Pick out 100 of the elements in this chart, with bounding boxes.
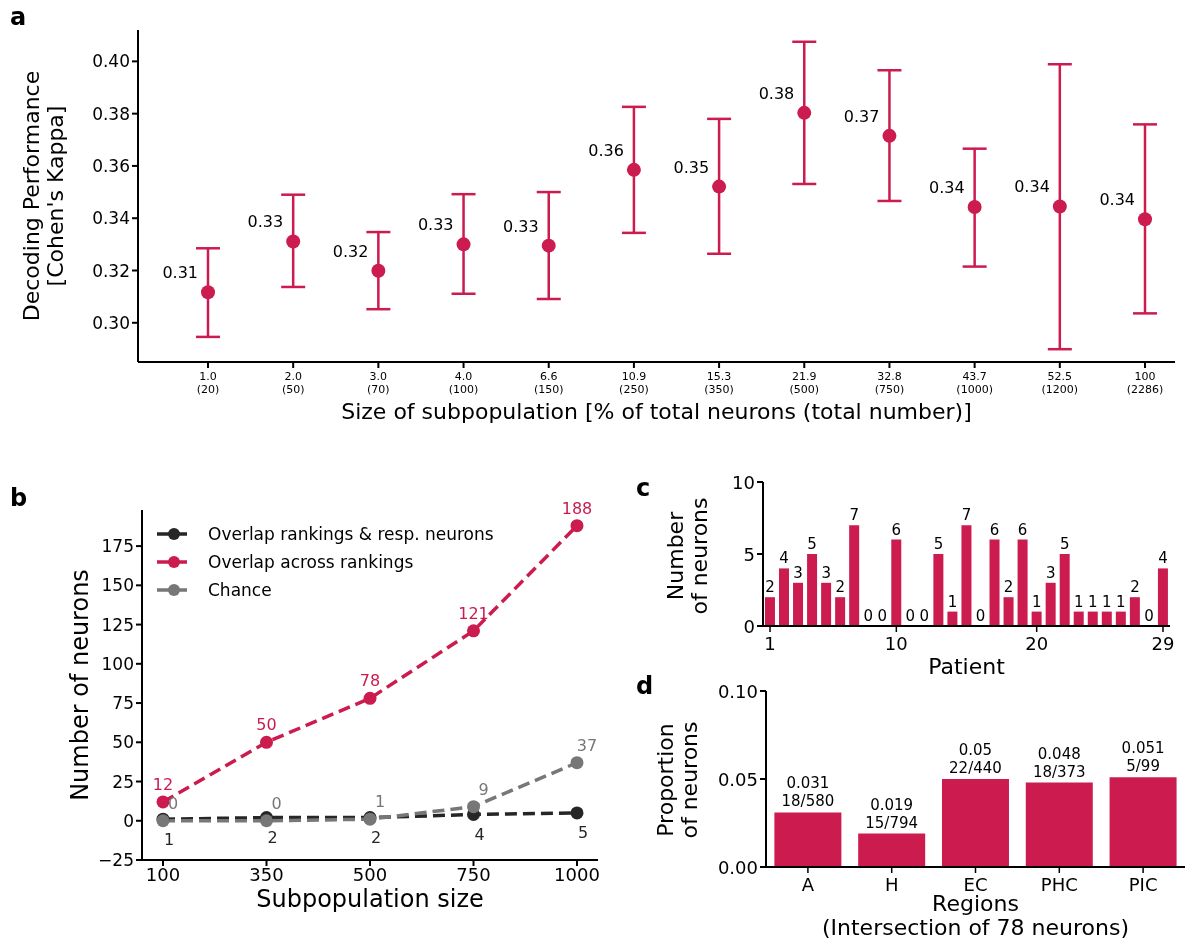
data-label: 2	[267, 827, 278, 847]
x-tick-label: 20	[1025, 633, 1049, 655]
point	[286, 234, 301, 249]
data-label: 0.048 18/373	[1032, 744, 1086, 781]
data-label: 0	[919, 607, 930, 625]
y-tick-label: 175	[101, 536, 134, 557]
x-tick-label: 3.0 (70)	[367, 369, 390, 396]
data-label: 1	[374, 792, 386, 812]
bar	[947, 611, 958, 626]
y-tick-label: 150	[101, 575, 134, 596]
y-tick-label: 0.32	[92, 260, 130, 281]
data-label: 3	[821, 563, 831, 582]
data-label: 1	[1102, 592, 1112, 611]
data-label: 0.031 18/580	[781, 774, 835, 811]
y-tick-label: 10	[732, 471, 755, 493]
y-tick-label: 0.30	[92, 312, 130, 333]
data-label: 5	[807, 535, 817, 553]
y-tick-label: 100	[101, 653, 134, 674]
point	[467, 624, 480, 638]
data-label: 9	[478, 779, 489, 799]
bar	[1073, 611, 1084, 626]
data-label: 2	[1130, 578, 1140, 597]
bar	[1017, 539, 1028, 626]
data-label: 1	[1088, 592, 1098, 611]
x-tick-label: 43.7 (1000)	[956, 369, 993, 396]
data-label: 6	[989, 520, 1000, 539]
y-tick-label: 0	[123, 810, 134, 831]
bar	[1129, 597, 1140, 626]
point	[201, 285, 215, 300]
x-tick-label: A	[801, 874, 815, 896]
point	[363, 691, 377, 705]
point	[371, 263, 386, 278]
bar	[821, 582, 832, 626]
data-label: 0	[167, 793, 179, 813]
bar	[1087, 611, 1098, 626]
chart-title: a	[10, 3, 27, 31]
chart-title: b	[10, 484, 28, 512]
x-tick-label: 32.8 (750)	[874, 369, 905, 396]
point	[260, 735, 273, 749]
data-label: 0.33	[247, 212, 284, 232]
x-tick-label: 500	[352, 863, 388, 885]
y-tick-label: 5	[743, 543, 755, 565]
y-axis-title: Decoding Performance [Cohen's Kappa]	[18, 70, 69, 322]
y-axis-title: Number of neurons	[662, 497, 713, 615]
data-label: 0	[1144, 607, 1154, 625]
data-label: 3	[793, 563, 803, 582]
point	[541, 238, 556, 253]
point	[467, 800, 480, 814]
bar	[1059, 554, 1070, 626]
bar	[1031, 611, 1042, 626]
bar	[1157, 568, 1168, 626]
point	[570, 519, 584, 533]
data-label: 0.38	[758, 83, 795, 103]
data-label: 0	[975, 607, 986, 625]
data-label: 6	[891, 520, 902, 539]
x-tick-label: 52.5 (1200)	[1041, 369, 1079, 396]
x-axis-title: Size of subpopulation [% of total neurons (total number)]	[340, 399, 973, 425]
data-label: 5	[577, 823, 589, 843]
x-tick-label: 100 (2286)	[1126, 369, 1164, 396]
y-tick-label: 50	[112, 732, 134, 753]
data-label: 0	[863, 607, 874, 625]
point	[156, 795, 170, 809]
x-axis-title: Patient	[927, 654, 1006, 680]
data-label: 0	[877, 607, 888, 625]
y-tick-label: 0	[743, 615, 755, 637]
data-label: 121	[458, 603, 489, 623]
bar	[793, 582, 804, 626]
point	[1052, 199, 1067, 214]
data-label: 4	[779, 549, 789, 568]
legend-label: Chance	[208, 580, 272, 600]
y-tick-label: 0.34	[92, 208, 130, 229]
bar	[779, 568, 789, 626]
bar	[989, 539, 1000, 626]
legend-label: Overlap rankings & resp. neurons	[208, 524, 494, 544]
data-label: 12	[152, 774, 174, 794]
data-label: 7	[961, 506, 972, 525]
point	[626, 162, 641, 177]
data-label: 0.019 15/794	[865, 795, 919, 832]
data-label: 2	[1003, 578, 1014, 597]
y-tick-label: 0.05	[717, 768, 758, 790]
data-label: 0.051 5/99	[1121, 739, 1165, 776]
data-label: 0	[271, 793, 282, 813]
data-label: 50	[256, 715, 277, 735]
y-tick-label: 25	[112, 771, 134, 792]
bar	[961, 525, 972, 626]
point	[570, 806, 584, 820]
x-axis-title: Subpopulation size	[255, 885, 485, 913]
point	[712, 179, 727, 194]
data-label: 0.33	[503, 216, 539, 236]
data-label: 2	[765, 578, 775, 597]
bar	[764, 597, 775, 626]
x-tick-label: 2.0 (50)	[281, 369, 305, 396]
y-tick-label: 0.00	[717, 856, 758, 878]
x-tick-label: 10	[884, 633, 908, 655]
data-label: 0.36	[588, 140, 624, 160]
point	[570, 756, 584, 770]
x-tick-label: 10.9 (250)	[619, 369, 649, 396]
bar	[1109, 777, 1177, 867]
data-label: 37	[576, 735, 598, 755]
data-label: 7	[849, 506, 859, 525]
